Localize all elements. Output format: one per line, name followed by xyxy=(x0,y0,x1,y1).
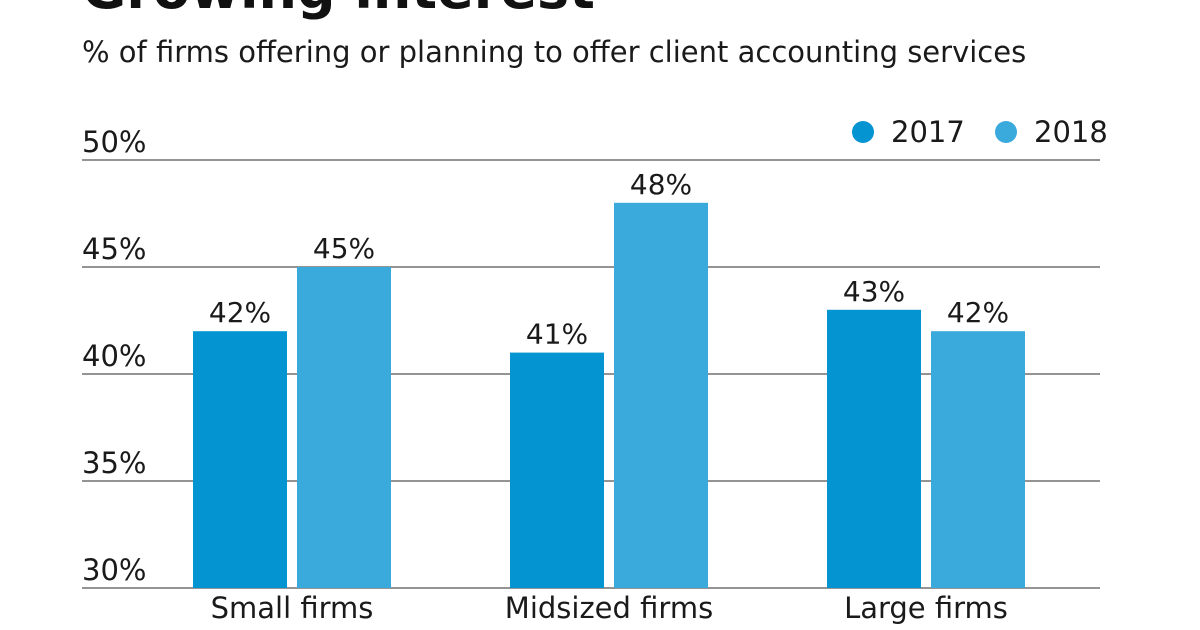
bar-2018-midsized-firms xyxy=(614,202,708,589)
category-label: Midsized firms xyxy=(505,591,713,625)
legend-swatch-2017 xyxy=(852,121,874,143)
y-tick-label: 30% xyxy=(82,553,146,587)
category-label: Small firms xyxy=(211,591,374,625)
y-tick-label: 45% xyxy=(82,232,146,266)
data-label: 45% xyxy=(313,232,375,265)
bars xyxy=(193,202,1025,589)
category-labels: Small firms Midsized firms Large firms xyxy=(211,591,1008,625)
data-label: 42% xyxy=(947,296,1009,329)
y-tick-label: 40% xyxy=(82,339,146,373)
bar-2018-small-firms xyxy=(297,267,391,588)
bar-2018-large-firms xyxy=(931,331,1025,588)
legend: 2017 2018 xyxy=(852,115,1108,149)
legend-swatch-2018 xyxy=(995,121,1017,143)
data-label: 41% xyxy=(526,318,588,351)
data-label: 43% xyxy=(843,275,905,308)
chart-title: Growing interest xyxy=(82,0,595,21)
bar-2017-small-firms xyxy=(193,331,287,588)
data-label: 48% xyxy=(630,168,692,201)
y-tick-label: 35% xyxy=(82,446,146,480)
bar-2017-large-firms xyxy=(827,309,921,588)
legend-label-2017: 2017 xyxy=(891,115,965,149)
data-label: 42% xyxy=(209,296,271,329)
legend-label-2018: 2018 xyxy=(1034,115,1108,149)
gridlines: 30% 35% 40% 45% 50% xyxy=(82,125,1100,589)
chart-subtitle: % of firms offering or planning to offer… xyxy=(82,35,1026,69)
category-label: Large firms xyxy=(844,591,1008,625)
y-tick-label: 50% xyxy=(82,125,146,159)
bar-2017-midsized-firms xyxy=(510,352,604,588)
data-labels: 42% 45% 41% 48% 43% 42% xyxy=(209,168,1009,351)
